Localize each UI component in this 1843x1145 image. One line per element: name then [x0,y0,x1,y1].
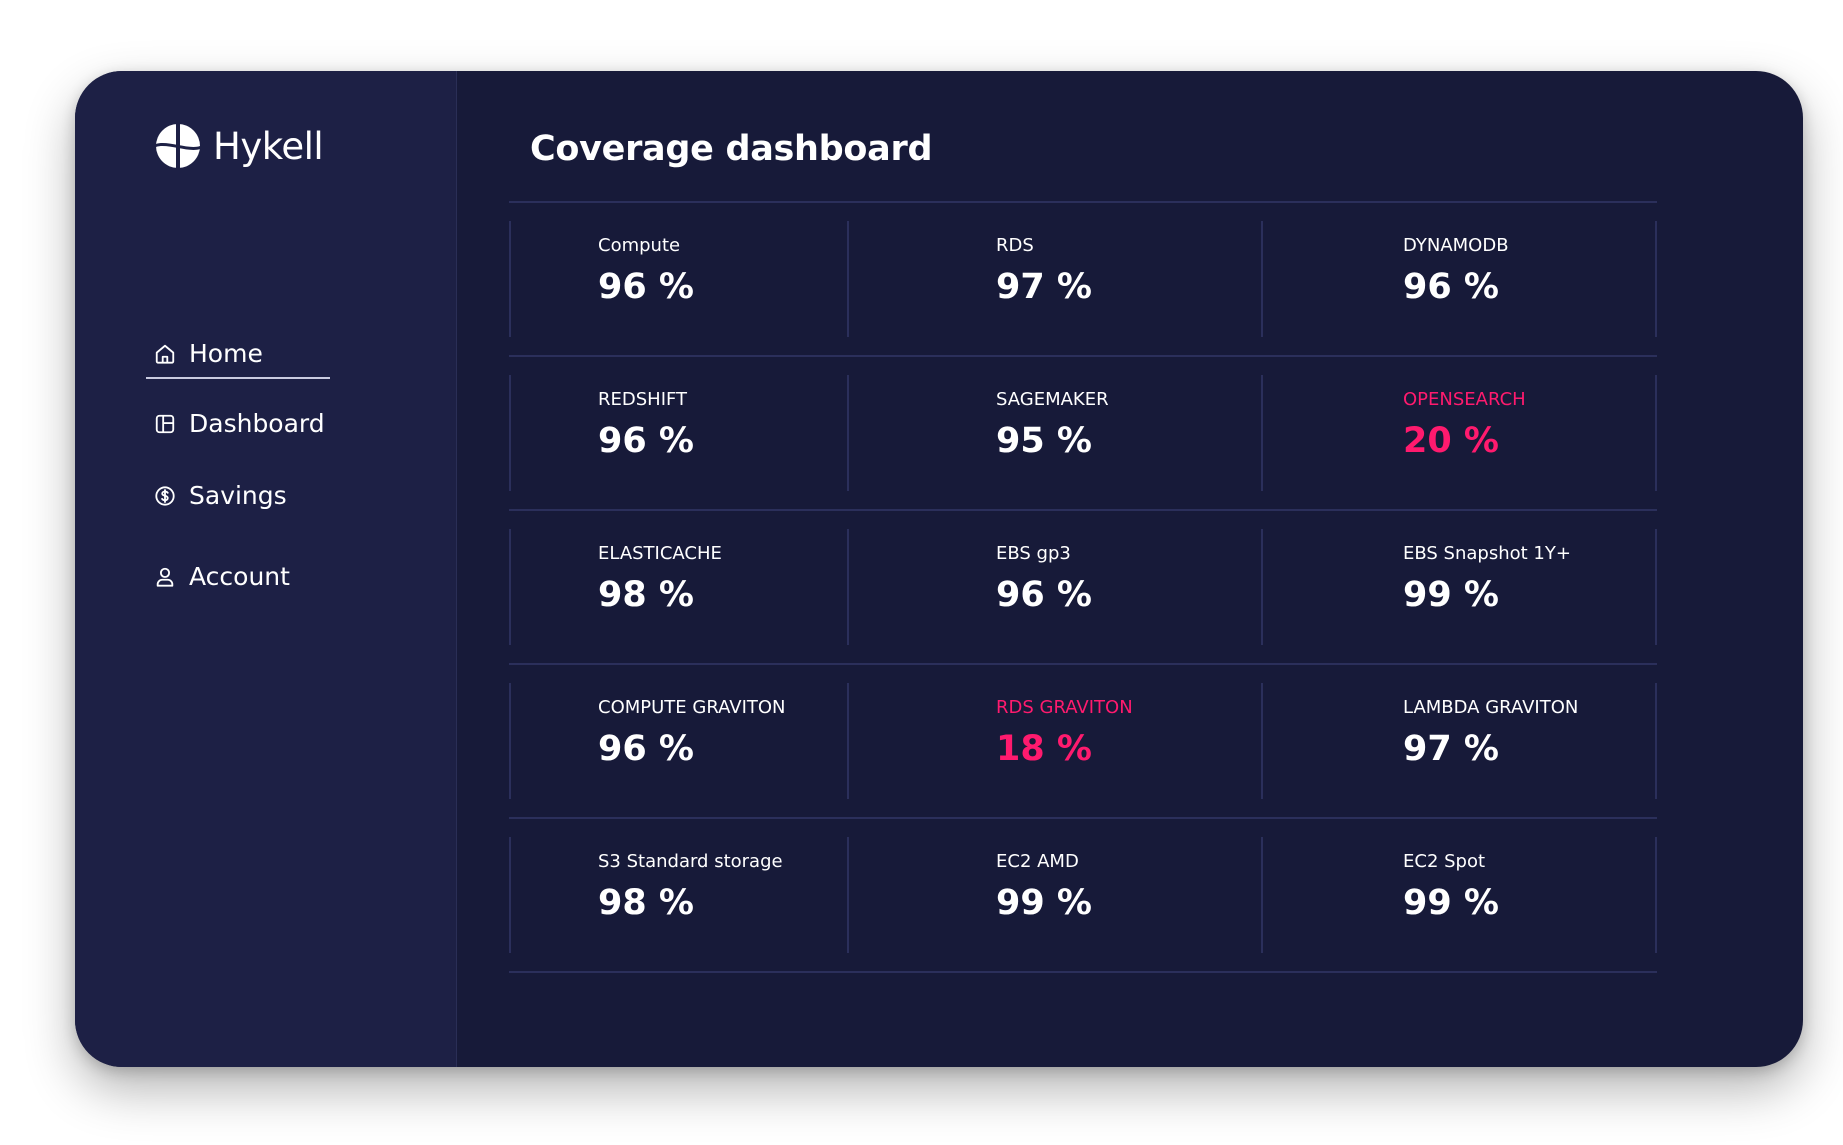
sidebar: Hykell Home Dashboard [75,71,457,1067]
coverage-card[interactable]: SAGEMAKER 95 % [847,375,1263,491]
coverage-value: 97 % [996,267,1092,307]
coverage-row: COMPUTE GRAVITON 96 % RDS GRAVITON 18 % … [509,665,1657,817]
coverage-label: EBS gp3 [996,543,1071,564]
sidebar-item-label: Account [189,562,290,591]
dollar-coin-icon [153,484,177,508]
coverage-card[interactable]: REDSHIFT 96 % [509,375,849,491]
sidebar-item-savings[interactable]: Savings [153,481,287,510]
coverage-label: LAMBDA GRAVITON [1403,697,1579,718]
coverage-label: RDS GRAVITON [996,697,1133,718]
user-icon [153,565,177,589]
coverage-value: 95 % [996,421,1092,461]
row-divider [509,201,1657,203]
main-content: Coverage dashboard Compute 96 % RDS 97 %… [457,71,1803,1067]
coverage-label: Compute [598,235,681,256]
coverage-label: EC2 Spot [1403,851,1486,872]
sidebar-item-label: Home [189,339,263,368]
coverage-label: RDS [996,235,1034,256]
coverage-card-alert[interactable]: RDS GRAVITON 18 % [847,683,1263,799]
coverage-card-alert[interactable]: OPENSEARCH 20 % [1261,375,1657,491]
active-nav-indicator [146,377,330,379]
coverage-label: REDSHIFT [598,389,688,410]
coverage-card[interactable]: S3 Standard storage 98 % [509,837,849,953]
coverage-value: 99 % [1403,883,1499,923]
logo-text: Hykell [213,124,324,168]
coverage-row: Compute 96 % RDS 97 % DYNAMODB 96 % [509,203,1657,355]
row-divider [509,971,1657,973]
sidebar-item-account[interactable]: Account [153,562,290,591]
coverage-card[interactable]: RDS 97 % [847,221,1263,337]
coverage-value: 97 % [1403,729,1499,769]
coverage-value: 96 % [1403,267,1499,307]
coverage-label: EC2 AMD [996,851,1079,872]
coverage-value: 98 % [598,575,694,615]
coverage-value: 96 % [598,729,694,769]
coverage-label: DYNAMODB [1403,235,1509,256]
coverage-value: 20 % [1403,421,1499,461]
dashboard-icon [153,412,177,436]
coverage-value: 99 % [1403,575,1499,615]
sidebar-item-dashboard[interactable]: Dashboard [153,409,325,438]
coverage-card[interactable]: COMPUTE GRAVITON 96 % [509,683,849,799]
row-divider [509,663,1657,665]
row-divider [509,355,1657,357]
coverage-label: S3 Standard storage [598,851,783,872]
coverage-grid: Compute 96 % RDS 97 % DYNAMODB 96 % REDS… [509,201,1657,973]
coverage-label: COMPUTE GRAVITON [598,697,786,718]
coverage-label: ELASTICACHE [598,543,722,564]
coverage-label: EBS Snapshot 1Y+ [1403,543,1571,564]
row-divider [509,509,1657,511]
coverage-label: OPENSEARCH [1403,389,1526,410]
home-icon [153,342,177,366]
coverage-label: SAGEMAKER [996,389,1109,410]
coverage-row: ELASTICACHE 98 % EBS gp3 96 % EBS Snapsh… [509,511,1657,663]
coverage-value: 96 % [598,421,694,461]
sidebar-item-label: Dashboard [189,409,325,438]
coverage-value: 99 % [996,883,1092,923]
row-divider [509,817,1657,819]
coverage-row: S3 Standard storage 98 % EC2 AMD 99 % EC… [509,819,1657,971]
coverage-card[interactable]: EBS Snapshot 1Y+ 99 % [1261,529,1657,645]
coverage-value: 96 % [598,267,694,307]
logo[interactable]: Hykell [155,123,324,169]
sidebar-item-label: Savings [189,481,287,510]
sidebar-item-home[interactable]: Home [153,339,263,368]
coverage-value: 98 % [598,883,694,923]
coverage-card[interactable]: EC2 AMD 99 % [847,837,1263,953]
coverage-value: 18 % [996,729,1092,769]
coverage-card[interactable]: EBS gp3 96 % [847,529,1263,645]
coverage-card[interactable]: ELASTICACHE 98 % [509,529,849,645]
coverage-card[interactable]: Compute 96 % [509,221,849,337]
coverage-value: 96 % [996,575,1092,615]
coverage-row: REDSHIFT 96 % SAGEMAKER 95 % OPENSEARCH … [509,357,1657,509]
coverage-card[interactable]: EC2 Spot 99 % [1261,837,1657,953]
page-title: Coverage dashboard [530,129,933,169]
app-window: Hykell Home Dashboard [75,71,1803,1067]
coverage-card[interactable]: DYNAMODB 96 % [1261,221,1657,337]
coverage-card[interactable]: LAMBDA GRAVITON 97 % [1261,683,1657,799]
hykell-logo-icon [156,124,200,168]
